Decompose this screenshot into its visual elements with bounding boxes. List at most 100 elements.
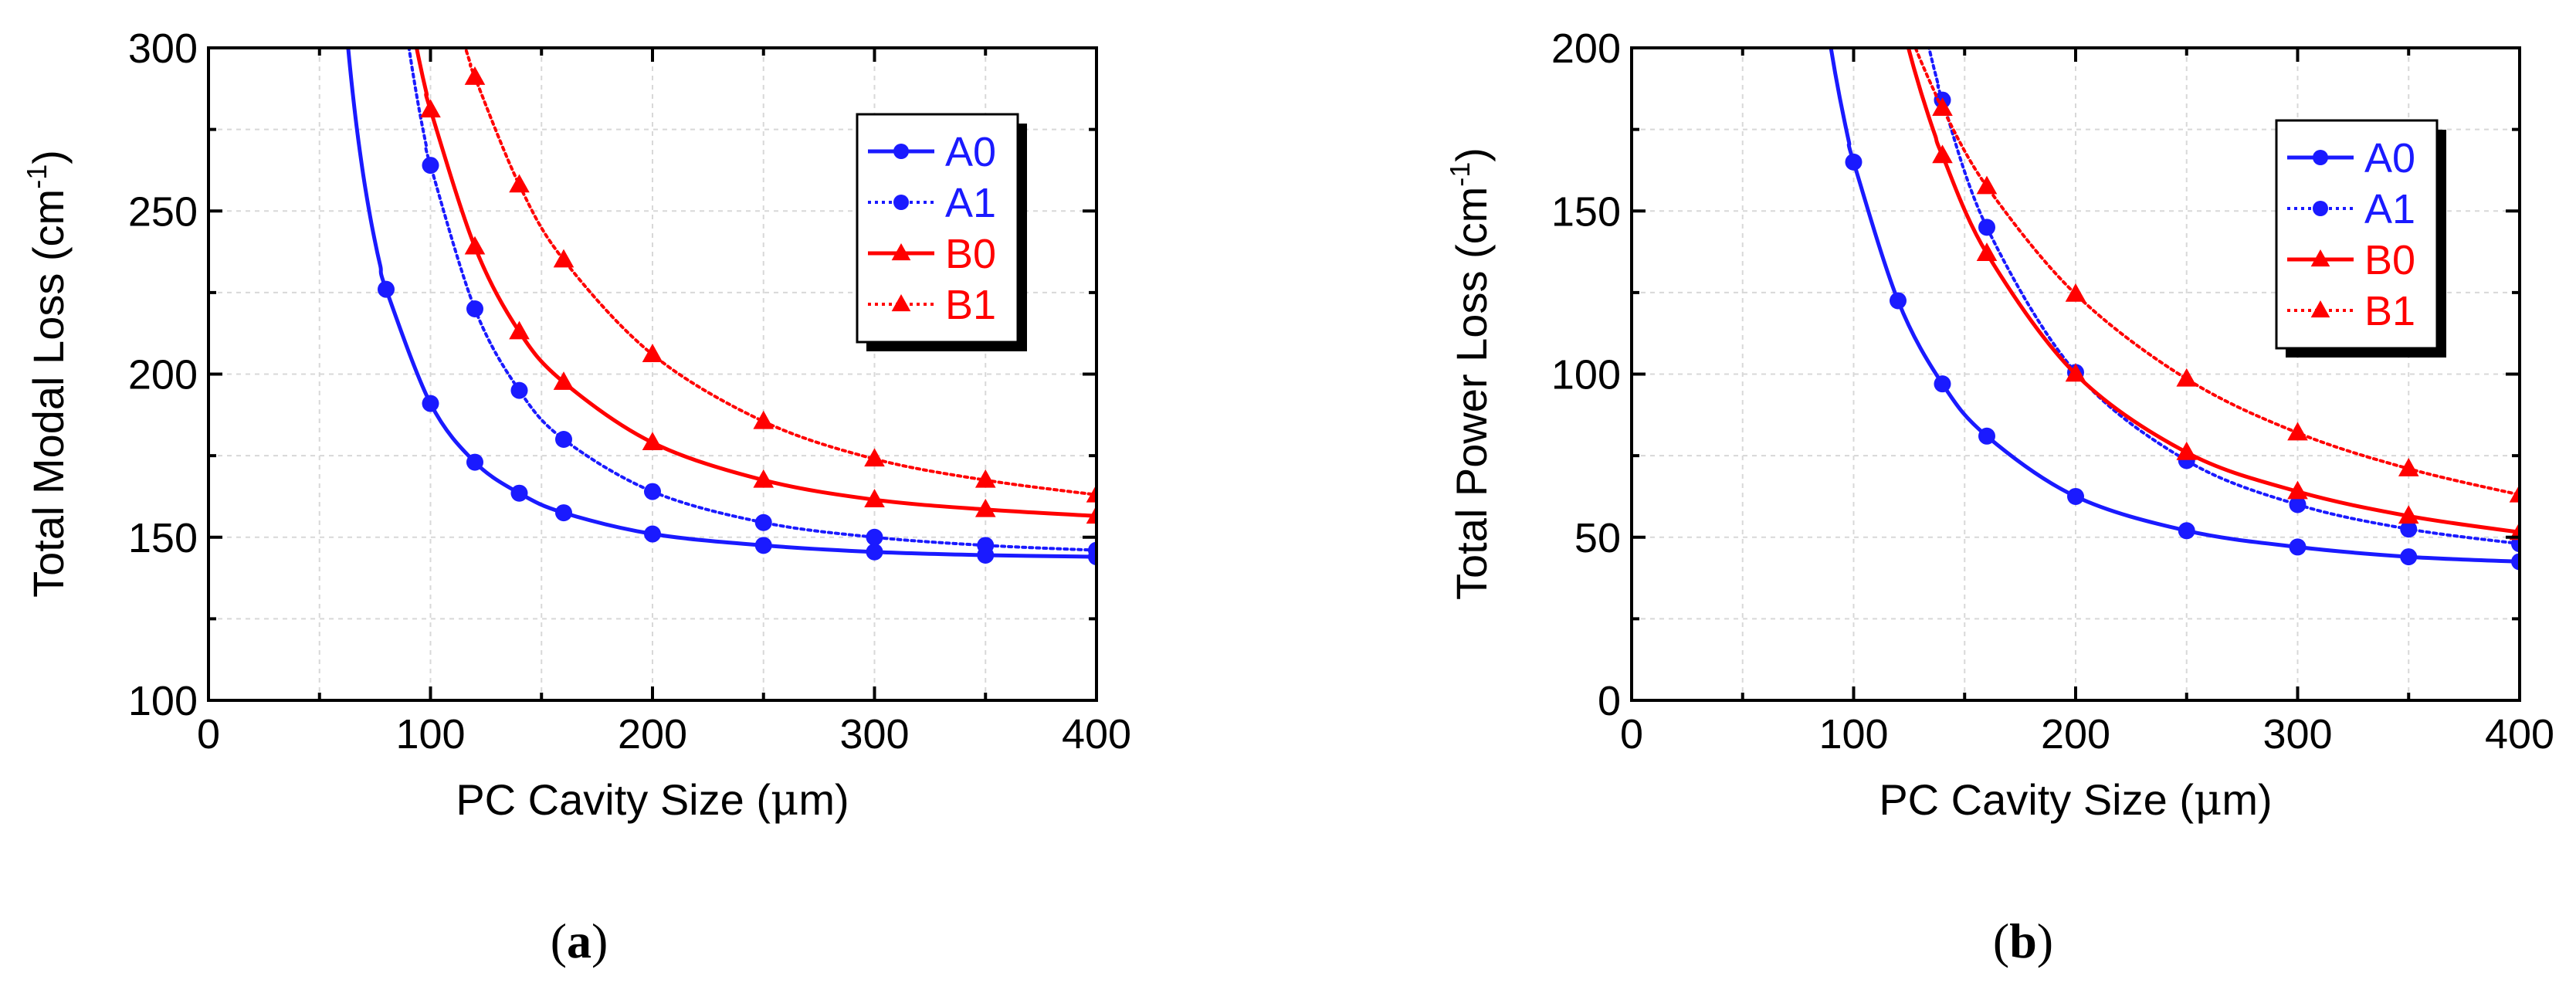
y-tick-label: 100 xyxy=(1551,352,1621,398)
legend-marker-A0 xyxy=(893,144,909,159)
data-point-A0 xyxy=(2067,487,2084,505)
data-point-B0 xyxy=(753,469,774,488)
data-point-B1 xyxy=(974,469,996,488)
data-point-A1 xyxy=(510,381,528,399)
data-point-B1 xyxy=(642,344,663,362)
legend-marker-A1 xyxy=(893,195,909,210)
data-point-A0 xyxy=(754,537,772,554)
data-point-B0 xyxy=(2065,363,2086,382)
data-point-A0 xyxy=(1845,153,1863,171)
legend-label-A0: A0 xyxy=(2364,135,2415,181)
data-point-B0 xyxy=(2509,521,2520,541)
x-tick-label: 100 xyxy=(1818,711,1888,757)
x-tick-label: 400 xyxy=(2485,711,2554,757)
legend-label-A0: A0 xyxy=(945,129,996,175)
legend-marker-B1 xyxy=(2310,300,2330,318)
data-point-B1 xyxy=(2065,283,2086,302)
y-tick-label: 250 xyxy=(128,188,198,235)
data-point-A0 xyxy=(422,395,439,412)
caption-b: (b) xyxy=(1993,913,2053,968)
legend-marker-A1 xyxy=(2313,201,2328,216)
x-tick-label: 0 xyxy=(197,711,220,757)
legend-label-A1: A1 xyxy=(2364,186,2415,232)
data-point-B1 xyxy=(753,410,774,429)
y-tick-label: 200 xyxy=(1551,25,1621,72)
caption-a: (a) xyxy=(551,913,608,968)
grid-a xyxy=(208,48,1096,700)
data-point-B1 xyxy=(1086,483,1096,503)
data-point-A0 xyxy=(2400,548,2418,566)
data-point-B1 xyxy=(2398,458,2419,476)
legend-entries-b: A0 A1 B0 B1 xyxy=(2287,135,2415,334)
data-point-A0 xyxy=(510,484,528,502)
data-point-A0 xyxy=(2178,522,2195,540)
series-layer-b xyxy=(1829,48,2520,571)
x-axis-label-b: PC Cavity Size (μm) xyxy=(1879,775,2272,825)
data-point-A0 xyxy=(555,504,572,522)
x-tick-label: 0 xyxy=(1620,711,1643,757)
legend-marker-A0 xyxy=(2313,150,2328,165)
x-tick-label: 200 xyxy=(618,711,687,757)
y-tick-label: 50 xyxy=(1574,515,1621,561)
data-point-B1 xyxy=(2176,368,2198,387)
data-point-A0 xyxy=(644,525,661,543)
tick-labels-b: 0 100 200 300 400 0 50 100 150 200 xyxy=(1551,25,2554,757)
data-point-B1 xyxy=(1932,97,1953,116)
data-point-A0 xyxy=(2289,538,2307,556)
data-point-B1 xyxy=(464,66,486,85)
data-point-A0 xyxy=(378,280,395,298)
data-point-A1 xyxy=(1978,219,1995,236)
data-point-B0 xyxy=(553,371,575,390)
data-point-B0 xyxy=(1086,505,1096,524)
x-tick-label: 200 xyxy=(2041,711,2110,757)
legend-marker-B0 xyxy=(2310,249,2330,267)
legend-b: A0 A1 B0 B1 xyxy=(2275,119,2446,358)
data-point-B1 xyxy=(509,174,530,193)
y-tick-label: 300 xyxy=(128,25,198,72)
data-point-A0 xyxy=(1978,427,1995,445)
data-point-A1 xyxy=(466,300,483,317)
data-point-A1 xyxy=(754,513,772,531)
legend-marker-B0 xyxy=(891,243,911,261)
y-tick-label: 150 xyxy=(1551,188,1621,235)
data-point-B0 xyxy=(2398,505,2419,524)
x-tick-label: 300 xyxy=(839,711,909,757)
data-point-B0 xyxy=(642,432,663,451)
series-layer-a xyxy=(346,48,1096,566)
legend-label-B0: B0 xyxy=(945,231,996,277)
ticks-a xyxy=(207,46,1098,702)
data-point-B0 xyxy=(464,236,486,255)
data-point-B0 xyxy=(420,99,441,118)
x-tick-label: 400 xyxy=(1062,711,1131,757)
legend-marker-B1 xyxy=(891,294,911,312)
data-point-B0 xyxy=(864,489,885,507)
legend-a: A0 A1 B0 B1 xyxy=(856,113,1027,351)
data-point-A0 xyxy=(1890,292,1907,310)
data-point-B1 xyxy=(2287,422,2308,441)
legend-label-B0: B0 xyxy=(2364,237,2415,283)
y-axis-label-b: Total Power Loss (cm-1) xyxy=(1444,147,1496,600)
data-point-A1 xyxy=(1088,541,1096,559)
data-point-A0 xyxy=(466,453,483,471)
legend-entries-a: A0 A1 B0 B1 xyxy=(868,129,996,328)
data-point-A1 xyxy=(644,483,661,500)
ticks-b xyxy=(1630,46,2521,702)
x-axis-label-a: PC Cavity Size (μm) xyxy=(456,775,849,825)
y-tick-label: 0 xyxy=(1598,678,1621,724)
data-point-A1 xyxy=(977,537,995,554)
legend-label-B1: B1 xyxy=(945,282,996,328)
x-tick-label: 300 xyxy=(2262,711,2332,757)
data-point-A0 xyxy=(2511,553,2520,571)
data-point-B0 xyxy=(1976,242,1998,261)
data-point-A0 xyxy=(1934,375,1951,393)
x-tick-label: 100 xyxy=(395,711,465,757)
data-point-A1 xyxy=(555,431,572,448)
y-axis-label-a: Total Modal Loss (cm-1) xyxy=(21,150,73,598)
y-tick-label: 100 xyxy=(128,678,198,724)
data-point-B1 xyxy=(1976,175,1998,195)
data-point-B0 xyxy=(1932,144,1953,164)
series-line-A0 xyxy=(346,48,1096,559)
